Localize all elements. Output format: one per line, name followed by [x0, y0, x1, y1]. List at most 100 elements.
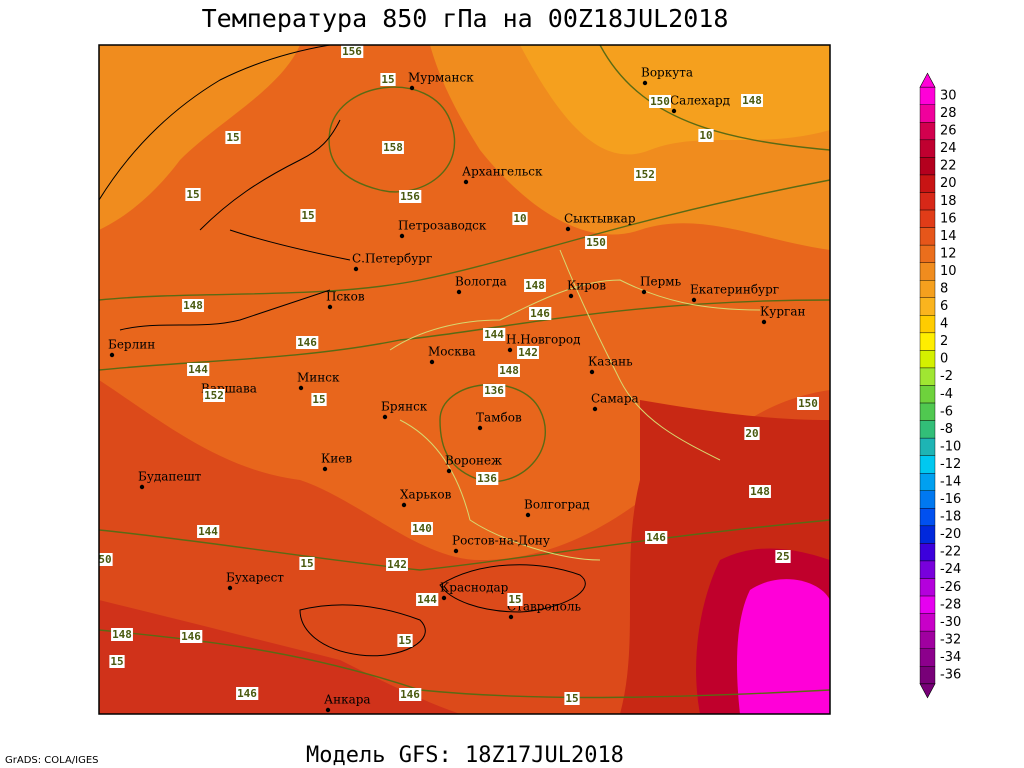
coastlines [99, 45, 586, 657]
hot-zone-south [99, 600, 460, 714]
colorbar-label: -28 [940, 597, 961, 612]
colorbar-segment [919, 280, 936, 298]
city-dot [761, 319, 767, 325]
colorbar-label: -36 [940, 668, 961, 683]
contour-label: 146 [297, 336, 317, 349]
colorbar-segment [919, 437, 936, 456]
colorbar-segment [919, 648, 936, 667]
city-dot [327, 304, 333, 310]
contour-label: 50 [98, 553, 111, 566]
colorbar-label: -18 [940, 510, 961, 525]
contour-label-box [634, 168, 656, 181]
contour-label: 152 [204, 389, 224, 402]
city-label: С.Петербург [352, 252, 432, 266]
colorbar-label: -26 [940, 580, 961, 595]
coastline [299, 604, 426, 657]
contour-label: 10 [513, 212, 526, 225]
city-label: Воркута [641, 66, 693, 80]
coastline [439, 564, 586, 613]
contour-label: 146 [530, 307, 550, 320]
city-dot [109, 352, 115, 358]
contour-label-box [564, 692, 580, 705]
contour-label: 15 [381, 73, 394, 86]
isohypse [599, 45, 830, 151]
colorbar-segment [919, 420, 936, 439]
colorbar-segment [919, 87, 936, 105]
city-label: Самара [591, 392, 639, 406]
city-label: Вологда [455, 275, 507, 289]
colorbar-label: 26 [940, 124, 957, 139]
colorbar-label: 8 [940, 282, 948, 297]
city-dot [446, 468, 452, 474]
coastline [199, 119, 341, 231]
contour-label-box [180, 630, 203, 643]
border [389, 279, 761, 351]
isohypse [328, 86, 456, 193]
colorbar-segment [919, 332, 936, 351]
colorbar-label: -2 [940, 369, 953, 384]
contour-label: 146 [646, 531, 666, 544]
contour-label-box [399, 688, 422, 701]
contour-label: 15 [565, 692, 578, 705]
contour-label-box [300, 209, 316, 222]
borders [389, 249, 761, 561]
colorbar-label: 22 [940, 159, 957, 174]
city-dot [508, 614, 514, 620]
city-label: Волгоград [524, 498, 590, 512]
city-label: Салехард [670, 94, 730, 108]
contour-label: 144 [188, 363, 208, 376]
colorbar-segment [919, 666, 936, 684]
contour-label-box [649, 95, 671, 108]
city-label: Екатеринбург [690, 283, 779, 297]
title: Температура 850 гПа на 00Z18JUL2018 [202, 4, 729, 33]
city-label: Ставрополь [507, 600, 581, 614]
contour-label: 136 [477, 472, 497, 485]
contour-label: 15 [226, 131, 239, 144]
colorbar-label: -4 [940, 387, 953, 402]
isohypse [439, 383, 546, 483]
city-dot [441, 595, 447, 601]
contour-label: 146 [181, 630, 201, 643]
colorbar-segment [919, 402, 936, 421]
colorbar-label: 10 [940, 264, 957, 279]
contour-label-box [182, 299, 204, 312]
coastline [229, 229, 351, 261]
colorbar-label: 2 [940, 334, 948, 349]
colorbar-label: 28 [940, 106, 957, 121]
contour-label-box [399, 190, 422, 203]
contour-label: 150 [650, 95, 670, 108]
colorbar-label: -14 [940, 475, 961, 490]
colorbar-segment [919, 315, 936, 334]
contour-label-box [498, 364, 520, 377]
city-dot [409, 85, 415, 91]
coastline [99, 45, 331, 201]
map-frame [98, 44, 831, 715]
colorbar-segment [919, 543, 936, 562]
city-dot [139, 484, 145, 490]
city-dot [691, 297, 697, 303]
contour-label-box [380, 73, 396, 86]
contour-label: 20 [745, 427, 758, 440]
border [399, 419, 601, 561]
city-label: Курган [760, 305, 805, 319]
contour-label: 136 [484, 384, 504, 397]
colorbar-segment [919, 157, 936, 176]
colorbar-label: -32 [940, 632, 961, 647]
city-label: Воронеж [445, 454, 502, 468]
contour-label: 150 [586, 236, 606, 249]
contour-label-box [517, 346, 539, 359]
contour-label-box [698, 129, 714, 142]
colorbar-label: 0 [940, 352, 948, 367]
colorbar-label: 14 [940, 229, 957, 244]
contour-label-box [109, 655, 125, 668]
contour-label: 158 [383, 141, 403, 154]
colorbar-segment [919, 367, 936, 386]
city-dot [298, 385, 304, 391]
contour-label-box [744, 427, 760, 440]
mild-zone [520, 45, 830, 155]
city-label: Пермь [640, 275, 682, 289]
contour-label: 144 [484, 328, 504, 341]
colorbar-label: -12 [940, 457, 961, 472]
city-dot [507, 347, 513, 353]
city-label: Москва [428, 345, 476, 359]
